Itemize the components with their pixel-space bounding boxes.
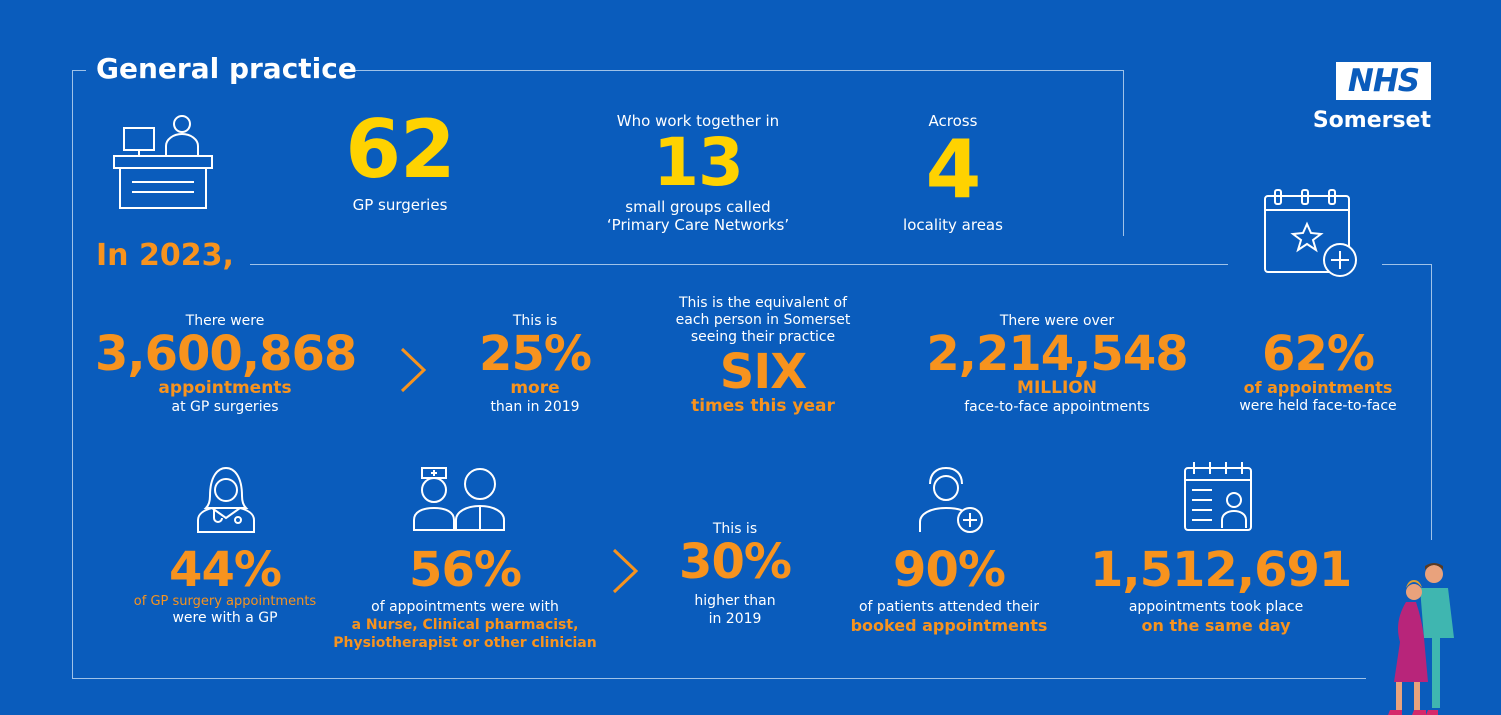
frame-mid-line: [250, 264, 1228, 265]
gp-highlight: of GP surgery appointments: [133, 594, 317, 609]
general-practice-heading: General practice: [96, 52, 357, 85]
f2f-highlight: MILLION: [1017, 378, 1097, 398]
six-highlight: times this year: [691, 396, 835, 416]
gp-label: were with a GP: [172, 610, 278, 626]
pcn-number: 13: [653, 124, 744, 201]
f2f-intro: There were over: [999, 313, 1115, 329]
surgeries-number: 62: [345, 103, 455, 196]
f2f-pct-highlight: of appointments: [1243, 378, 1393, 397]
frame-left-line: [72, 70, 73, 678]
frame-top-right-line: [1123, 70, 1124, 236]
more-intro: This is: [512, 313, 558, 329]
same-day-label: appointments took place: [1128, 599, 1304, 615]
locality-intro: Across: [928, 112, 978, 130]
pcn-stat: Who work together in 13 small groups cal…: [580, 112, 816, 234]
locality-label: locality areas: [903, 216, 1003, 234]
frame-right-line: [1431, 264, 1432, 540]
appointments-stat: There were 3,600,868 appointments at GP …: [95, 312, 357, 416]
more-label: than in 2019: [490, 399, 580, 415]
higher-stat: This is 30% higher than in 2019: [660, 520, 810, 628]
same-day-stat: 1,512,691 appointments took place on the…: [1090, 542, 1352, 635]
attended-label: of patients attended their: [858, 599, 1039, 615]
chevron-right-icon: [398, 345, 428, 405]
f2f-pct-stat: 62% of appointments were held face-to-fa…: [1232, 330, 1404, 415]
gp-number: 44%: [169, 542, 282, 598]
f2f-stat: There were over 2,214,548 MILLION face-t…: [922, 312, 1192, 416]
appointments-highlight: appointments: [158, 378, 292, 398]
reception-desk-icon: [112, 112, 216, 212]
other-label: of appointments were with: [371, 599, 559, 615]
higher-number: 30%: [679, 534, 792, 590]
calendar-star-plus-icon: [1262, 188, 1362, 280]
appointments-label: at GP surgeries: [171, 399, 279, 415]
appointments-number: 3,600,868: [95, 326, 357, 382]
six-line2: each person in Somerset: [675, 312, 851, 328]
locality-number: 4: [925, 123, 982, 216]
nurse-and-clinician-icon: [412, 464, 512, 532]
female-doctor-icon: [196, 466, 256, 534]
other-stat: 56% of appointments were with a Nurse, C…: [330, 546, 600, 652]
patient-plus-icon: [918, 466, 986, 536]
six-number: SIX: [719, 344, 807, 400]
pcn-line2: ‘Primary Care Networks’: [606, 216, 790, 234]
attended-stat: 90% of patients attended their booked ap…: [836, 546, 1062, 635]
frame-mid-right-line: [1382, 264, 1432, 265]
frame-left-top-stub: [72, 70, 86, 71]
appointments-intro: There were: [185, 313, 265, 329]
nhs-logo: NHS: [1336, 62, 1431, 100]
six-line3: seeing their practice: [690, 329, 836, 345]
higher-line2: in 2019: [708, 611, 762, 627]
chevron-right-icon-2: [610, 546, 640, 606]
attended-number: 90%: [893, 542, 1006, 598]
in-2023-heading: In 2023,: [96, 238, 234, 273]
more-highlight: more: [510, 378, 560, 398]
attended-highlight: booked appointments: [850, 616, 1048, 635]
higher-line1: higher than: [694, 593, 776, 609]
couple-illustration: [1378, 560, 1478, 715]
pcn-line1: small groups called: [625, 198, 771, 216]
other-highlight2: Physiotherapist or other clinician: [333, 635, 597, 651]
org-name: Somerset: [1312, 108, 1431, 133]
calendar-doctor-icon: [1182, 460, 1256, 534]
f2f-label: face-to-face appointments: [964, 399, 1150, 415]
other-highlight1: a Nurse, Clinical pharmacist,: [351, 617, 579, 633]
more-number: 25%: [479, 326, 592, 382]
nhs-logo-text: NHS: [1347, 63, 1420, 99]
same-day-number: 1,512,691: [1090, 542, 1352, 598]
f2f-number: 2,214,548: [926, 326, 1188, 382]
frame-bottom-line: [72, 678, 1366, 679]
f2f-pct-number: 62%: [1262, 326, 1375, 382]
f2f-pct-label: were held face-to-face: [1239, 398, 1397, 414]
pcn-intro: Who work together in: [616, 112, 780, 130]
six-line1: This is the equivalent of: [678, 295, 848, 311]
locality-stat: Across 4 locality areas: [880, 112, 1026, 234]
higher-intro: This is: [712, 521, 758, 537]
six-stat: This is the equivalent of each person in…: [650, 295, 876, 416]
surgeries-label: GP surgeries: [352, 196, 448, 214]
more-stat: This is 25% more than in 2019: [460, 312, 610, 416]
frame-top-line: [346, 70, 1124, 71]
other-number: 56%: [409, 542, 522, 598]
surgeries-stat: 62 GP surgeries: [330, 103, 470, 215]
same-day-highlight: on the same day: [1141, 616, 1291, 635]
gp-stat: 44% of GP surgery appointments were with…: [120, 546, 330, 627]
